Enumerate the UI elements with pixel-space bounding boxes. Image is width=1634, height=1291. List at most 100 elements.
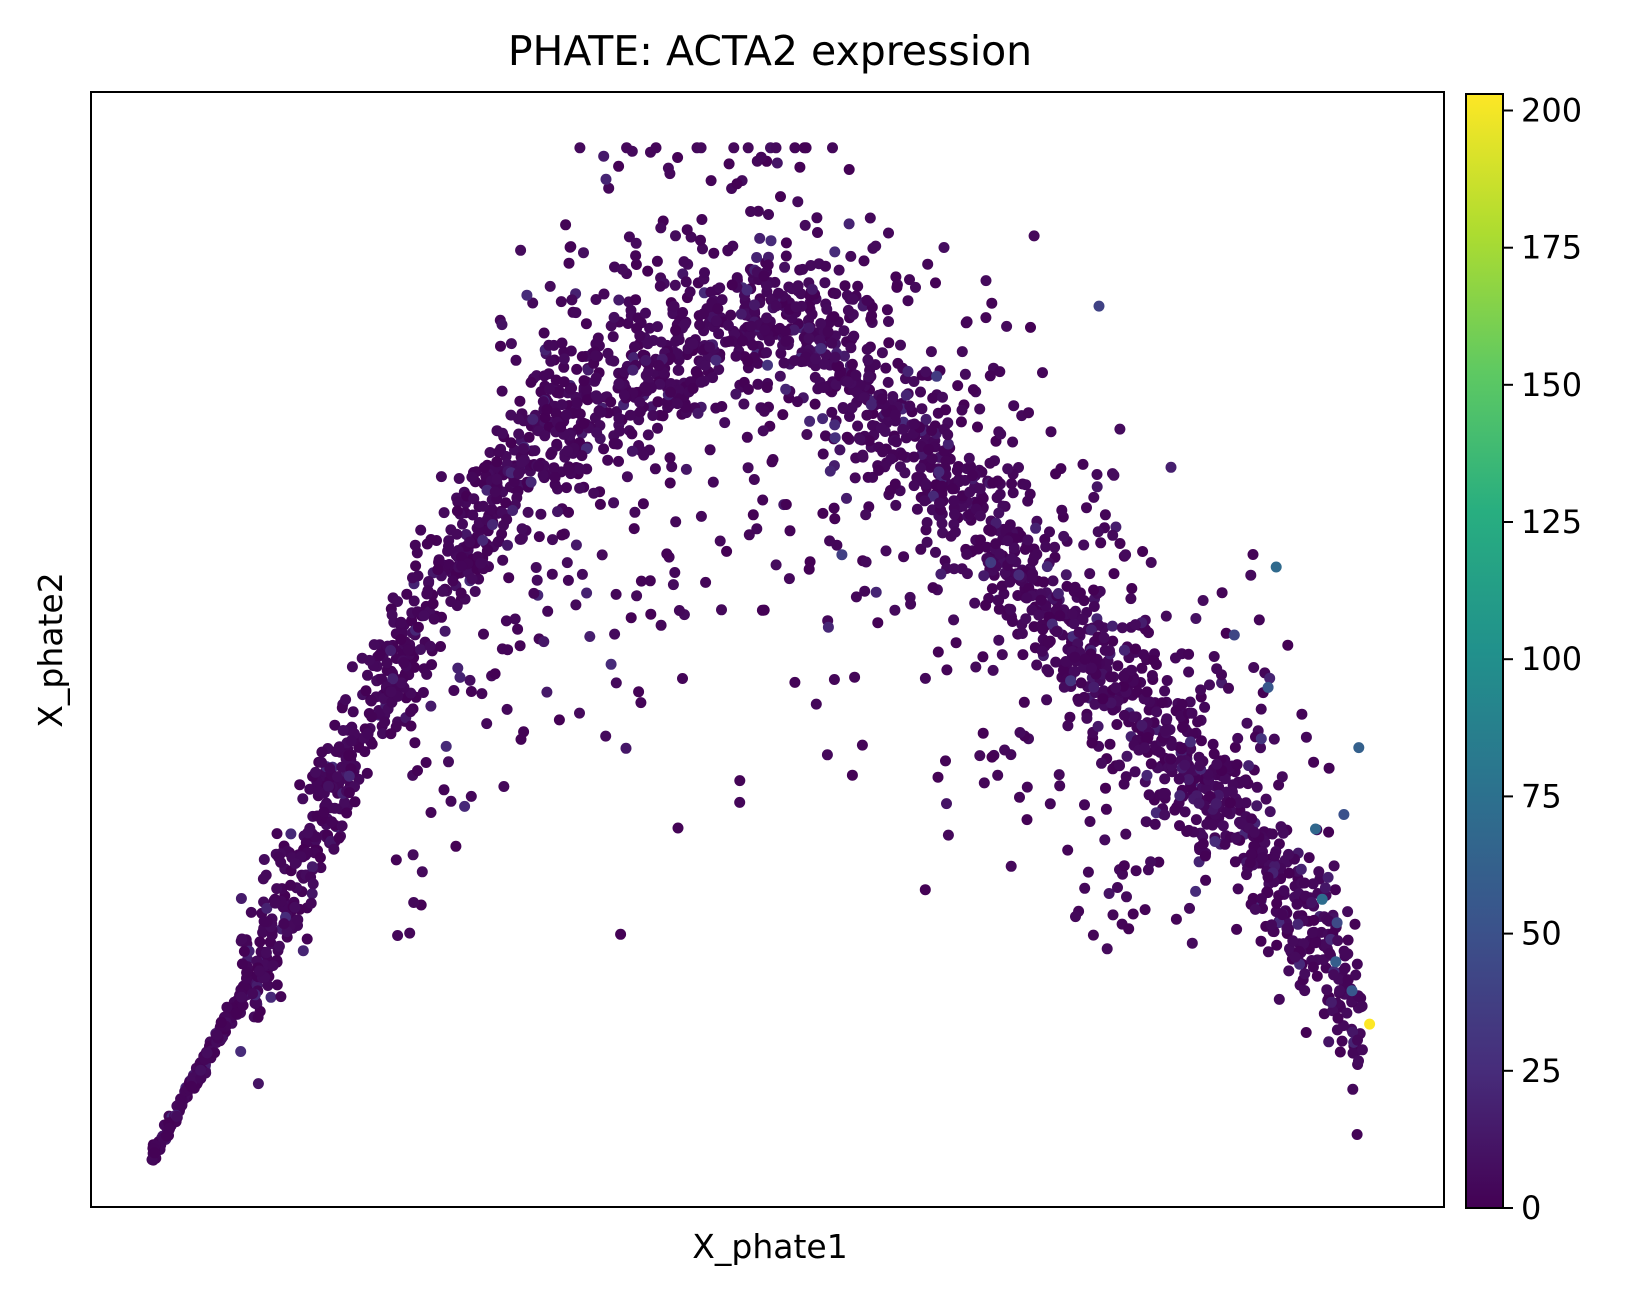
scatter-point: [1108, 568, 1120, 580]
scatter-point: [258, 854, 270, 865]
scatter-point: [1151, 706, 1163, 718]
scatter-point: [415, 524, 427, 536]
highlighted-point: [1262, 681, 1274, 693]
scatter-point: [1295, 863, 1307, 875]
scatter-point: [858, 392, 870, 404]
scatter-point: [608, 355, 620, 367]
scatter-point: [516, 523, 528, 535]
scatter-point: [965, 460, 976, 472]
scatter-point: [539, 430, 551, 442]
scatter-point: [489, 486, 501, 498]
scatter-point: [1231, 759, 1243, 771]
scatter-point: [842, 376, 854, 388]
scatter-point: [942, 438, 954, 450]
scatter-point: [908, 451, 920, 463]
scatter-point: [644, 575, 656, 587]
scatter-point: [571, 363, 583, 375]
scatter-point: [1007, 616, 1018, 627]
scatter-point: [451, 505, 463, 517]
scatter-point: [265, 991, 277, 1003]
scatter-point: [1255, 742, 1266, 754]
scatter-point: [826, 406, 838, 418]
scatter-point: [849, 671, 861, 683]
scatter-point: [1271, 939, 1283, 951]
scatter-point: [741, 431, 753, 443]
scatter-point: [1313, 866, 1325, 878]
scatter-point: [848, 330, 860, 342]
scatter-point: [235, 893, 247, 904]
scatter-point: [642, 429, 654, 441]
scatter-point: [318, 806, 330, 818]
scatter-point: [824, 465, 836, 477]
scatter-point: [620, 742, 632, 754]
scatter-point: [415, 644, 426, 655]
scatter-point: [1056, 504, 1068, 516]
scatter-point: [501, 703, 513, 715]
scatter-point: [492, 536, 504, 548]
scatter-point: [794, 161, 806, 173]
scatter-point: [883, 227, 894, 239]
scatter-point: [425, 807, 437, 818]
scatter-point: [672, 364, 684, 376]
scatter-point: [759, 324, 771, 336]
scatter-point: [1088, 681, 1100, 693]
scatter-point: [1138, 649, 1150, 661]
scatter-point: [846, 402, 858, 414]
scatter-point: [854, 433, 866, 445]
scatter-point: [942, 429, 954, 441]
colorbar-tick-label: 50: [1521, 915, 1562, 953]
scatter-point: [942, 829, 954, 841]
scatter-point: [387, 673, 399, 685]
scatter-point: [664, 452, 676, 464]
scatter-point: [923, 444, 935, 455]
scatter-point: [1273, 993, 1285, 1005]
scatter-point: [1282, 639, 1294, 651]
scatter-point: [766, 456, 778, 468]
scatter-point: [1130, 865, 1142, 877]
scatter-point: [758, 270, 770, 282]
scatter-point: [476, 688, 488, 700]
scatter-point: [574, 482, 586, 494]
scatter-point: [1099, 509, 1111, 521]
scatter-point: [509, 613, 521, 625]
scatter-point: [625, 612, 637, 624]
scatter-point: [437, 585, 448, 597]
scatter-point: [1245, 569, 1257, 581]
scatter-point: [457, 518, 468, 530]
scatter-point: [974, 403, 986, 415]
scatter-point: [418, 610, 430, 622]
scatter-point: [986, 751, 998, 763]
scatter-point: [626, 445, 638, 457]
scatter-point: [1096, 757, 1107, 769]
colorbar-tick-label: 75: [1521, 777, 1562, 815]
scatter-point: [542, 605, 554, 617]
scatter-point: [1002, 535, 1014, 547]
scatter-point: [555, 296, 567, 308]
scatter-point: [514, 533, 526, 545]
scatter-point: [668, 300, 680, 312]
scatter-point: [815, 318, 827, 329]
scatter-point: [1008, 400, 1020, 412]
scatter-point: [723, 336, 734, 347]
scatter-point: [655, 222, 667, 234]
scatter-point: [514, 395, 526, 407]
scatter-point: [1269, 848, 1281, 860]
scatter-point: [452, 662, 464, 674]
scatter-point: [1136, 662, 1148, 674]
scatter-point: [770, 142, 782, 154]
scatter-point: [669, 279, 681, 291]
scatter-point: [852, 280, 864, 292]
scatter-point: [970, 661, 982, 673]
scatter-point: [865, 399, 877, 411]
scatter-point: [1208, 651, 1220, 662]
scatter-point: [544, 280, 556, 292]
scatter-point: [527, 413, 539, 425]
scatter-point: [1154, 746, 1166, 758]
scatter-point: [1150, 807, 1162, 819]
colorbar: [1465, 93, 1504, 1209]
scatter-point: [306, 861, 318, 873]
scatter-point: [576, 450, 588, 462]
scatter-point: [574, 408, 586, 420]
scatter-point: [817, 413, 829, 425]
scatter-point: [1107, 909, 1119, 921]
